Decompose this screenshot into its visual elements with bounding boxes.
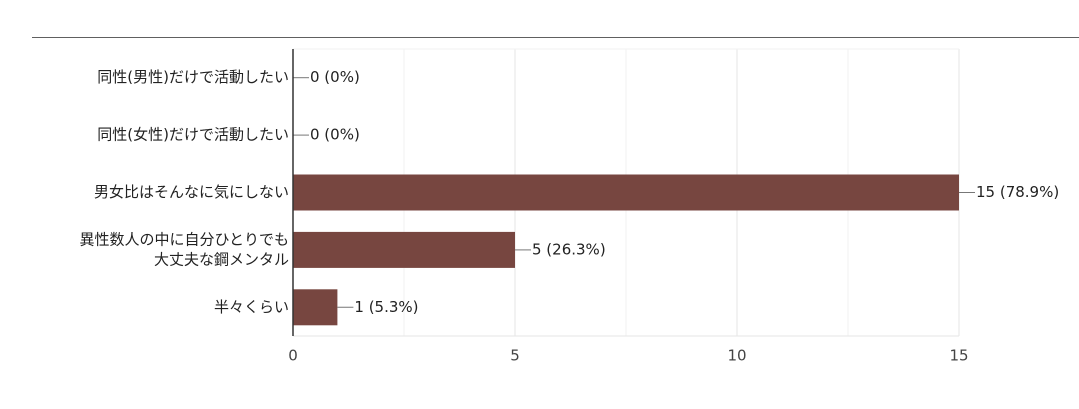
bar[interactable]	[293, 231, 515, 268]
category-label: 大丈夫な鋼メンタル	[154, 250, 289, 268]
value-label: 0 (0%)	[310, 126, 360, 144]
x-tick-label: 0	[288, 347, 298, 365]
category-label: 同性(女性)だけで活動したい	[97, 126, 289, 144]
value-label: 5 (26.3%)	[532, 240, 606, 258]
category-label: 男女比はそんなに気にしない	[94, 183, 289, 201]
bar[interactable]	[293, 174, 959, 211]
x-tick-label: 5	[510, 347, 520, 365]
x-tick-label: 15	[949, 347, 968, 365]
category-label: 同性(男性)だけで活動したい	[97, 68, 289, 86]
bar[interactable]	[293, 289, 338, 326]
labels-layer: 同性(男性)だけで活動したい 0 (0%) 同性(女性)だけで活動したい 0 (0%)…	[79, 68, 1059, 364]
value-label: 15 (78.9%)	[976, 183, 1059, 201]
value-label: 1 (5.3%)	[354, 298, 418, 316]
top-divider	[32, 37, 1079, 38]
x-tick-label: 10	[727, 347, 746, 365]
category-label: 半々くらい	[214, 298, 289, 316]
grid-layer	[293, 48, 960, 337]
value-label: 0 (0%)	[310, 68, 360, 86]
category-label: 異性数人の中に自分ひとりでも	[79, 230, 289, 248]
bars-layer	[293, 174, 959, 326]
